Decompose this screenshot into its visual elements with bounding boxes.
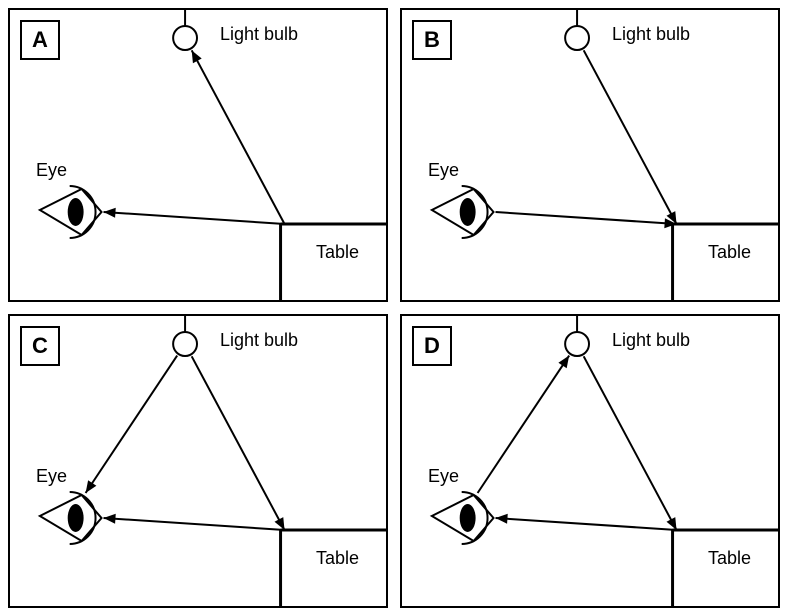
panel-a: A Light bulb Eye Table (8, 8, 388, 302)
eye-label: Eye (36, 466, 67, 487)
light-bulb-label: Light bulb (220, 330, 298, 351)
diagram-grid: A Light bulb Eye Table B Light bulb Eye … (8, 8, 780, 608)
light-bulb-label: Light bulb (612, 24, 690, 45)
panel-letter: B (412, 20, 452, 60)
table-label: Table (316, 548, 359, 569)
light-bulb-label: Light bulb (220, 24, 298, 45)
panel-letter: C (20, 326, 60, 366)
eye-label: Eye (36, 160, 67, 181)
eye-label: Eye (428, 466, 459, 487)
panel-b: B Light bulb Eye Table (400, 8, 780, 302)
table-label: Table (708, 242, 751, 263)
panel-letter: A (20, 20, 60, 60)
table-label: Table (316, 242, 359, 263)
panel-d: D Light bulb Eye Table (400, 314, 780, 608)
eye-label: Eye (428, 160, 459, 181)
panel-c: C Light bulb Eye Table (8, 314, 388, 608)
panel-letter: D (412, 326, 452, 366)
light-bulb-label: Light bulb (612, 330, 690, 351)
table-label: Table (708, 548, 751, 569)
